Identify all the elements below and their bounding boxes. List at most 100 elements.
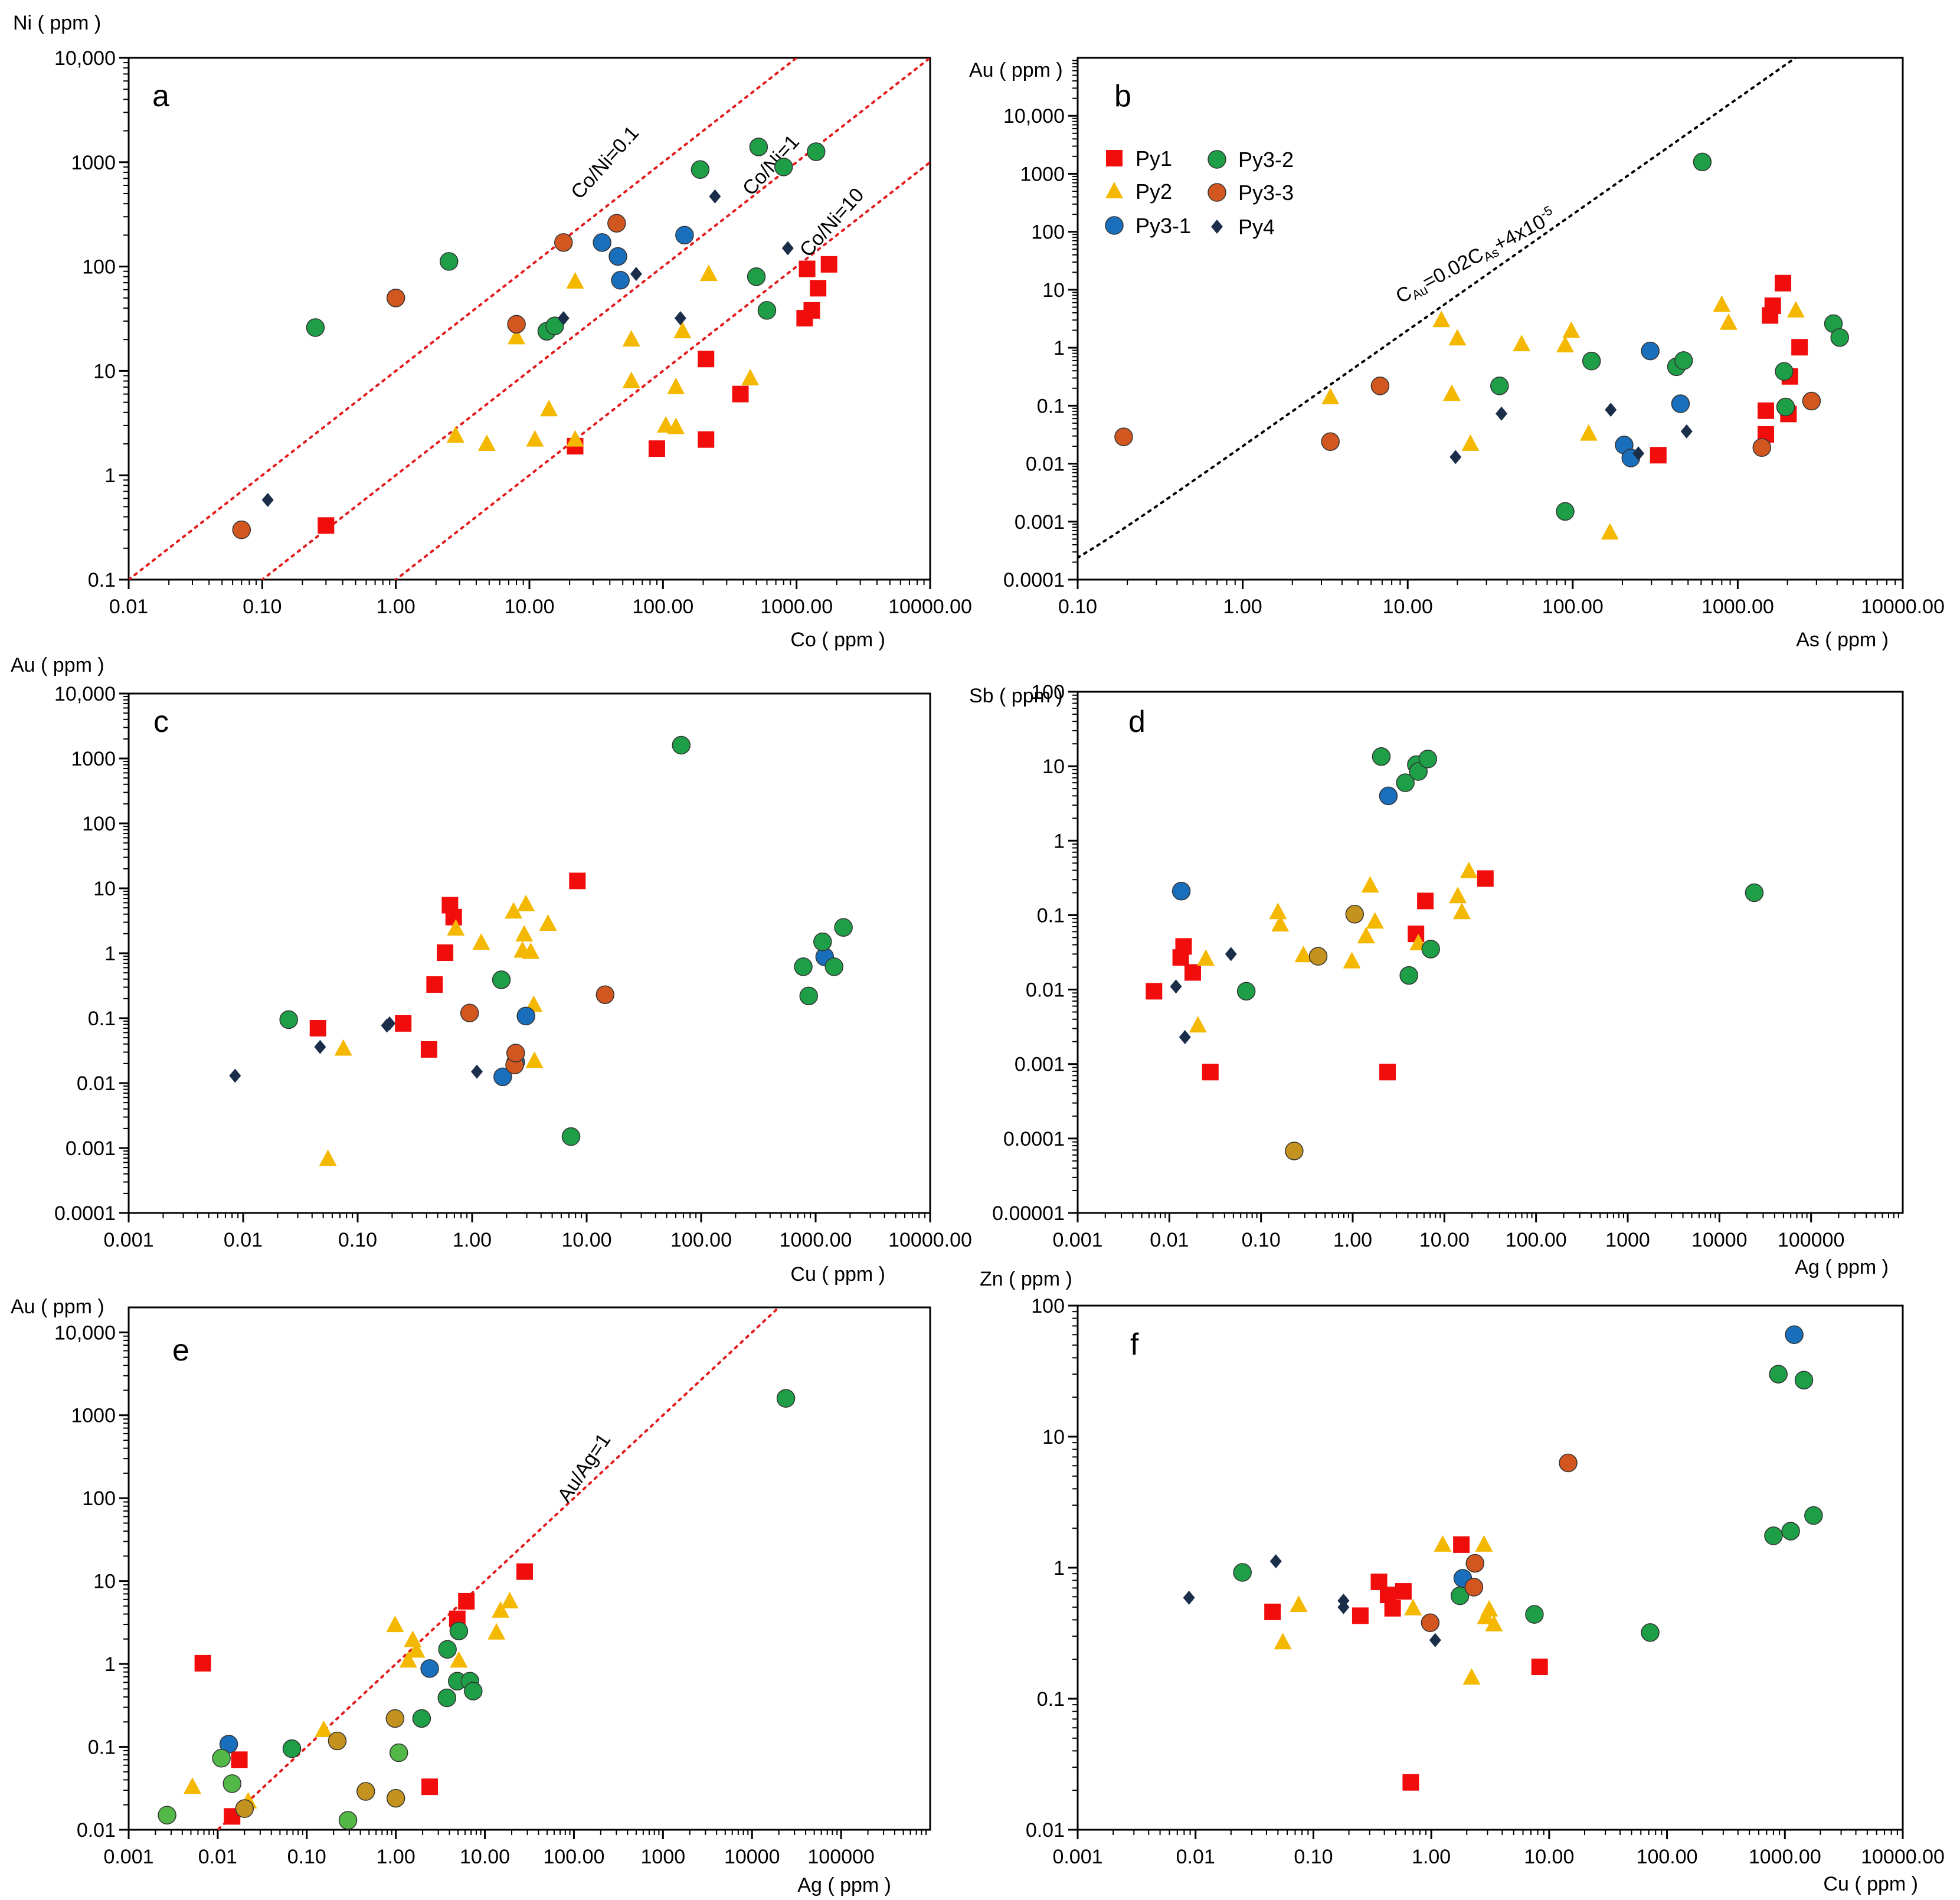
legend-label: Py4 <box>1238 215 1275 239</box>
point-py3-1 <box>1785 1325 1804 1345</box>
point-py3-2 <box>1745 883 1764 902</box>
point-py3-3 <box>1464 1578 1484 1597</box>
y-tick-label: 0.1 <box>88 1737 116 1759</box>
legend-marker-py3-2 <box>1208 150 1226 169</box>
x-tick-label: 10000 <box>1691 1229 1748 1251</box>
x-tick-label: 1.00 <box>1223 596 1262 618</box>
point-py2 <box>447 919 465 936</box>
point-py2 <box>446 426 464 443</box>
y-tick-label: 0.1 <box>88 569 116 591</box>
point-py1 <box>516 1563 534 1580</box>
x-tick-label: 0.10 <box>1294 1846 1333 1868</box>
panel-label: c <box>153 705 169 739</box>
point-py3-2 <box>757 301 777 320</box>
point-py4 <box>314 1039 326 1054</box>
legend-label: Py3-3 <box>1238 181 1294 205</box>
point-py3-2 <box>437 1688 457 1708</box>
point-py4 <box>1605 403 1617 417</box>
point-py1 <box>458 1592 475 1610</box>
x-tick-label: 100000 <box>807 1846 874 1868</box>
point-py3-3 <box>1559 1453 1578 1473</box>
point-py1 <box>1791 339 1808 356</box>
y-tick-label: 0.001 <box>1015 511 1065 534</box>
point-py4 <box>1183 1590 1195 1605</box>
point-py3-1 <box>593 233 611 252</box>
y-tick-label: 100 <box>82 813 116 835</box>
point-py4 <box>471 1064 483 1079</box>
point-py3-2 <box>1764 1526 1783 1545</box>
panel-label: a <box>152 79 169 113</box>
point-py2 <box>517 894 535 911</box>
point-py2 <box>1786 300 1805 318</box>
legend-label: Py3-1 <box>1136 214 1191 238</box>
point-py4 <box>229 1068 241 1083</box>
point-ochre <box>1345 905 1365 924</box>
point-py4 <box>1449 450 1462 465</box>
point-py2 <box>1579 424 1598 441</box>
y-tick-label: 0.0001 <box>1003 569 1065 591</box>
point-py4 <box>781 241 794 256</box>
point-py1 <box>1453 1536 1470 1553</box>
point-py2 <box>1461 434 1480 451</box>
y-tick-label: 0.1 <box>1037 904 1065 927</box>
point-py3-2 <box>1236 982 1256 1001</box>
point-py3-1 <box>611 270 630 290</box>
point-py3-2 <box>1776 397 1795 417</box>
y-tick-label: 10,000 <box>54 1322 116 1344</box>
y-tick-label: 0.01 <box>1026 1819 1065 1842</box>
point-py2 <box>1366 912 1384 929</box>
point-py3-2 <box>806 142 826 161</box>
point-py2 <box>1485 1614 1503 1631</box>
point-ochre <box>1308 947 1328 966</box>
point-py3-3 <box>507 315 526 334</box>
point-py4 <box>1632 446 1645 461</box>
point-py3-2 <box>1525 1605 1544 1624</box>
point-py2 <box>1719 313 1738 330</box>
point-py2 <box>1448 329 1467 346</box>
point-py2 <box>450 1651 468 1668</box>
panel-d: 0.001 0.01 0.10 1.00 10.00 100.00 1000 10000 100… <box>969 681 1904 1278</box>
point-py4 <box>261 493 274 508</box>
point-py1 <box>426 976 443 993</box>
y-tick-label: 1 <box>1053 830 1065 852</box>
y-tick-label: 10 <box>1042 279 1065 302</box>
point-py3-2 <box>824 957 844 976</box>
y-tick-label: 0.1 <box>1037 1688 1065 1711</box>
point-py3-2 <box>449 1621 469 1640</box>
point-py3-2-light <box>158 1806 176 1825</box>
point-py3-1 <box>608 247 627 266</box>
point-py2 <box>539 914 557 931</box>
curve-label-part: +4x10 <box>1490 210 1549 256</box>
point-py3-3 <box>506 1044 525 1062</box>
ratio-line <box>215 1307 781 1830</box>
point-ochre <box>356 1782 375 1801</box>
point-py3-2 <box>1674 351 1693 370</box>
x-tick-label: 1.00 <box>377 1846 415 1868</box>
point-py2 <box>622 330 640 347</box>
point-py1 <box>445 908 462 926</box>
point-py3-3 <box>1421 1613 1440 1633</box>
x-tick-label: 1.00 <box>453 1229 492 1251</box>
point-py4 <box>1269 1554 1282 1569</box>
point-py3-2 <box>561 1127 581 1146</box>
point-ochre <box>328 1731 347 1751</box>
point-ochre <box>386 1788 405 1808</box>
x-tick-label: 1.00 <box>1333 1229 1372 1251</box>
ratio-line <box>394 161 930 580</box>
x-tick-label: 1000 <box>1605 1229 1650 1251</box>
x-tick-label: 100.00 <box>543 1846 604 1868</box>
point-py3-1 <box>1172 882 1191 901</box>
point-py2 <box>319 1149 337 1166</box>
x-tick-label: 0.001 <box>103 1846 153 1868</box>
x-tick-label: 10000 <box>724 1846 780 1868</box>
point-py3-3 <box>1752 438 1772 457</box>
point-py1 <box>421 1778 439 1796</box>
point-py1 <box>1650 447 1667 464</box>
point-py3-2 <box>1409 762 1428 781</box>
ratio-line <box>260 58 930 580</box>
x-tick-label: 10.00 <box>1524 1846 1574 1868</box>
x-tick-label: 0.10 <box>287 1846 326 1868</box>
point-py1 <box>420 1041 437 1058</box>
point-py2 <box>472 933 490 950</box>
y-tick-label: 0.0001 <box>1003 1128 1065 1150</box>
